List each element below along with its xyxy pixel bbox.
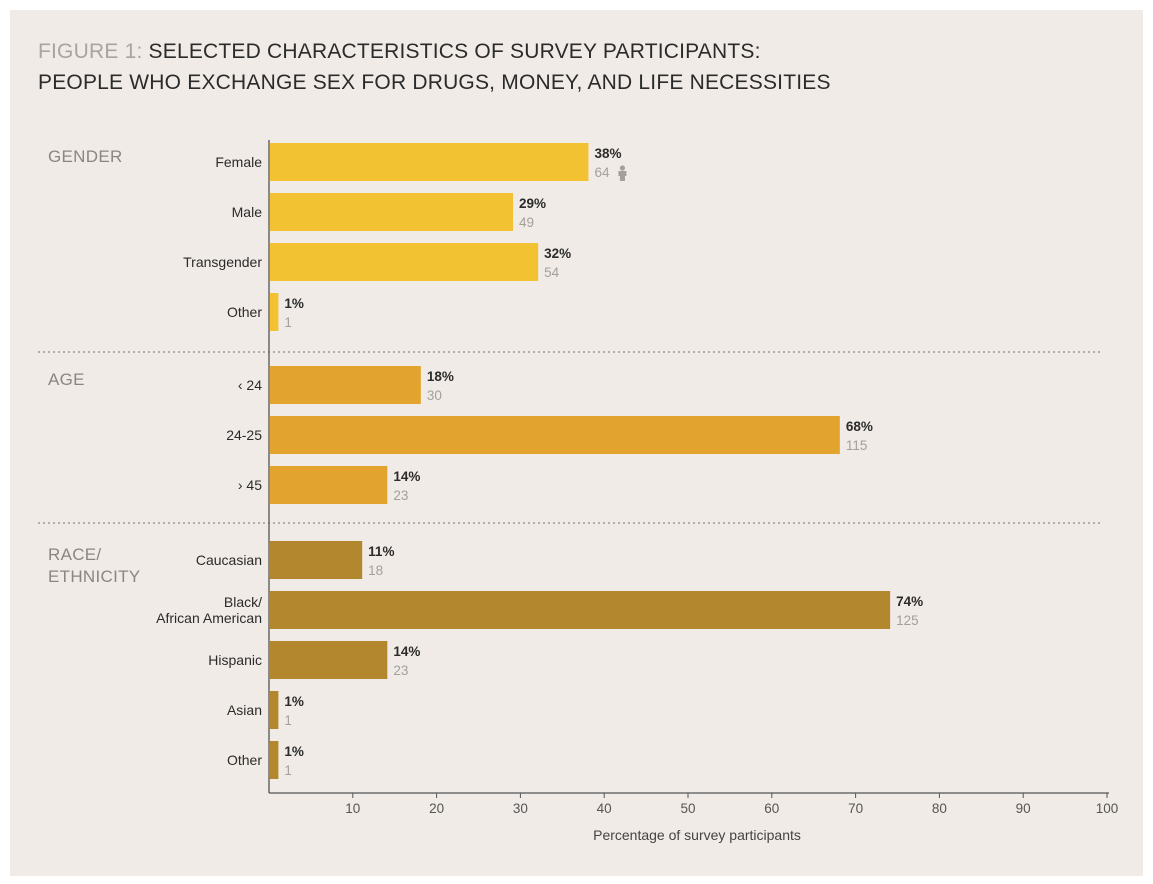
count-label: 30 [427, 388, 442, 403]
category-label: Hispanic [208, 652, 262, 668]
x-tick-label: 20 [429, 801, 444, 816]
value-label: 32% [544, 246, 571, 261]
value-label: 29% [519, 196, 546, 211]
value-label: 74% [896, 594, 923, 609]
category-label: African American [156, 610, 262, 626]
person-icon-body [618, 171, 627, 181]
count-label: 1 [284, 763, 292, 778]
category-label: Asian [227, 702, 262, 718]
category-label: Other [227, 752, 262, 768]
x-tick-label: 10 [345, 801, 360, 816]
value-label: 11% [368, 544, 394, 559]
bar [270, 691, 279, 729]
count-label: 1 [284, 315, 292, 330]
value-label: 1% [284, 296, 304, 311]
count-label: 125 [896, 613, 919, 628]
count-label: 64 [594, 165, 610, 180]
value-label: 38% [594, 146, 621, 161]
bar [270, 466, 388, 504]
person-icon [618, 165, 627, 181]
bar [270, 193, 514, 231]
bar [270, 741, 279, 779]
x-tick-label: 70 [848, 801, 863, 816]
x-axis-title: Percentage of survey participants [593, 827, 801, 843]
person-icon-head [619, 165, 626, 171]
group-label: AGE [48, 370, 85, 389]
x-tick-label: 80 [932, 801, 947, 816]
count-label: 1 [284, 713, 292, 728]
value-label: 14% [393, 469, 420, 484]
figure-title-prefix: FIGURE 1: [38, 40, 149, 63]
bar [270, 243, 539, 281]
category-label: Other [227, 304, 262, 320]
category-label: ‹ 24 [238, 377, 262, 393]
bar [270, 591, 891, 629]
count-label: 23 [393, 488, 408, 503]
value-label: 14% [393, 644, 420, 659]
figure-title-line2: PEOPLE WHO EXCHANGE SEX FOR DRUGS, MONEY… [38, 71, 831, 94]
category-label: Transgender [183, 254, 262, 270]
x-tick-label: 40 [597, 801, 612, 816]
x-tick-label: 100 [1096, 801, 1119, 816]
bar [270, 143, 589, 181]
value-label: 1% [284, 694, 304, 709]
count-label: 54 [544, 265, 560, 280]
count-label: 115 [846, 438, 868, 453]
x-tick-label: 60 [764, 801, 779, 816]
x-tick-label: 30 [513, 801, 528, 816]
x-tick-label: 90 [1016, 801, 1031, 816]
bar [270, 366, 421, 404]
figure-title-line1: SELECTED CHARACTERISTICS OF SURVEY PARTI… [148, 40, 761, 63]
category-label: Caucasian [196, 552, 262, 568]
category-label: Black/ [224, 594, 262, 610]
value-label: 1% [284, 744, 304, 759]
x-tick-label: 50 [680, 801, 695, 816]
category-label: › 45 [238, 477, 262, 493]
category-label: Female [215, 154, 262, 170]
bar [270, 541, 363, 579]
count-label: 18 [368, 563, 383, 578]
count-label: 49 [519, 215, 534, 230]
bar [270, 641, 388, 679]
figure-title: FIGURE 1: SELECTED CHARACTERISTICS OF SU… [38, 36, 831, 98]
bar [270, 293, 279, 331]
category-label: 24-25 [226, 427, 262, 443]
group-label: ETHNICITY [48, 567, 140, 586]
group-label: GENDER [48, 147, 123, 166]
category-label: Male [232, 204, 263, 220]
bar [270, 416, 840, 454]
count-label: 23 [393, 663, 408, 678]
value-label: 18% [427, 369, 454, 384]
group-label: RACE/ [48, 545, 101, 564]
value-label: 68% [846, 419, 873, 434]
